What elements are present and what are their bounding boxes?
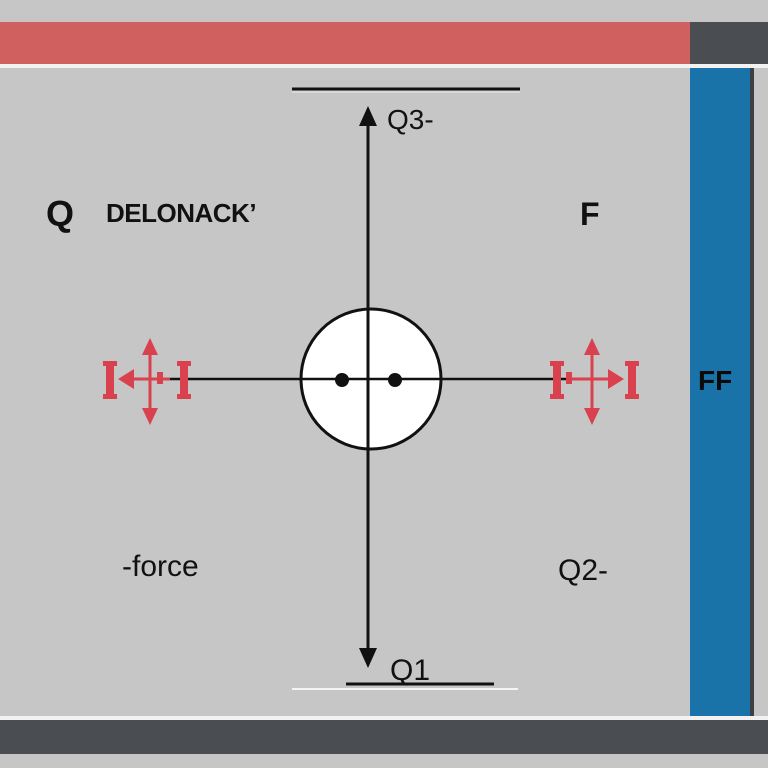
bottom-divider <box>0 716 768 720</box>
charge-dot-right <box>388 373 402 387</box>
top-divider <box>0 64 768 68</box>
label-q2: Q2- <box>558 554 609 587</box>
label-ff: FF <box>698 365 733 396</box>
label-q1: Q1 <box>390 654 431 687</box>
vertical-axis-arrow-down <box>359 648 377 668</box>
label-q3: Q3- <box>387 104 434 135</box>
bottom-dark-bar <box>0 720 768 754</box>
label-force: -force <box>122 550 199 583</box>
top-dark-block <box>690 22 768 64</box>
label-q-left: Q <box>46 193 75 234</box>
right-force-double-arrow-icon <box>550 338 639 425</box>
right-blue-bar <box>690 68 750 716</box>
left-force-double-arrow-icon <box>103 338 191 425</box>
top-red-bar <box>0 22 690 64</box>
vertical-axis-arrow-up <box>359 106 377 126</box>
label-f-top: F <box>580 196 600 232</box>
charge-dot-left <box>335 373 349 387</box>
label-delonack: DELONACK’ <box>106 198 257 228</box>
right-dark-strip <box>750 68 754 716</box>
